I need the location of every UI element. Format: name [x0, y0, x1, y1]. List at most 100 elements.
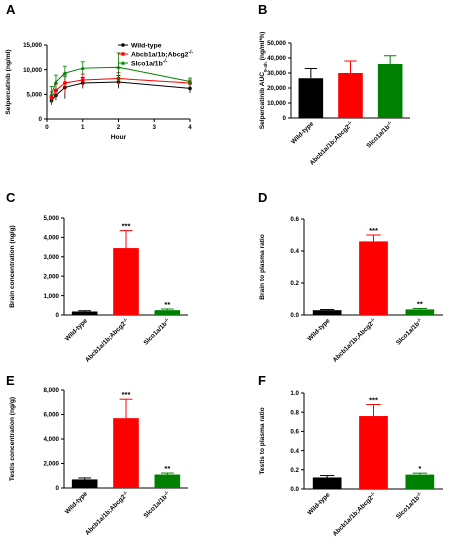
y-tick-label: 5,000 — [44, 215, 60, 222]
y-tick-label: 0.2 — [290, 280, 299, 287]
bar-2 — [113, 248, 139, 315]
y-tick-label: 50,000 — [267, 40, 286, 47]
x-axis-title: Hour — [111, 134, 127, 141]
x-tick-label: 2 — [117, 124, 121, 131]
bar-2 — [359, 416, 388, 489]
panel-B: B 0 10,000 20,000 30,000 40,000 50,000Selperca… — [258, 2, 410, 167]
data-point — [63, 81, 67, 85]
y-tick-label: 0.0 — [290, 486, 299, 493]
bar-3 — [154, 474, 181, 488]
data-point — [187, 79, 193, 84]
y-tick-label: 0.4 — [290, 448, 299, 455]
panel-D: D 0.0 0.2 0.4 0.6 Brain to plasma ratio Wild-t… — [258, 190, 443, 364]
y-tick-label: 2,000 — [44, 461, 60, 468]
y-tick-label: 0.0 — [290, 312, 299, 319]
category-label: Slco1a/1b-/- — [394, 490, 425, 521]
y-tick-label: 1,000 — [44, 293, 60, 300]
legend-entry: Wild-type — [131, 42, 162, 49]
significance-label: ** — [164, 464, 170, 473]
significance-label: *** — [122, 390, 131, 399]
bar-1 — [71, 479, 98, 488]
significance-label: ** — [417, 299, 423, 308]
series-line-0 — [51, 81, 191, 102]
category-label: Abcb1a/1b;Abcg2-/- — [331, 316, 379, 364]
panel-letter: C — [6, 190, 16, 205]
panel-F: F 0.0 0.2 0.4 0.6 0.8 1.0 Testis to plasma rati… — [258, 373, 443, 538]
y-tick-label: 20,000 — [267, 85, 286, 92]
x-tick-label: 4 — [188, 124, 192, 131]
y-tick-label: 0 — [39, 116, 43, 123]
y-tick-label: 4,000 — [44, 235, 60, 242]
legend-marker — [121, 43, 125, 47]
panel-E: E 0 2,000 4,000 6,000 8,000 Testis concentrati… — [6, 373, 188, 537]
y-tick-label: 0.6 — [290, 216, 299, 223]
y-tick-label: 0 — [56, 485, 60, 492]
x-tick-label: 3 — [153, 124, 157, 131]
y-tick-label: 5,000 — [27, 92, 43, 99]
data-point — [62, 70, 67, 75]
panel-letter: A — [6, 2, 16, 17]
x-tick-label: 0 — [45, 124, 49, 131]
panel-letter: D — [258, 190, 267, 205]
bar-2 — [338, 73, 363, 118]
data-point — [80, 65, 85, 70]
y-tick-label: 40,000 — [267, 55, 286, 62]
category-label: Abcb1a/1b;Abcg2-/- — [83, 489, 131, 537]
category-label: Abcb1a/1b;Abcg2-/- — [308, 119, 356, 167]
category-label: Slco1a/1b-/- — [141, 316, 172, 347]
legend-entry: Abcb1a/1b;Abcg2-/- — [131, 49, 193, 58]
bar-3 — [377, 64, 403, 118]
x-tick-label: 1 — [81, 124, 85, 131]
category-label: Slco1a/1b-/- — [394, 316, 425, 347]
y-axis-title: Testis concentration (ng/g) — [9, 397, 16, 481]
panel-letter: F — [258, 373, 266, 388]
y-tick-label: 1.0 — [290, 390, 299, 397]
significance-label: ** — [164, 300, 170, 309]
y-tick-label: 0 — [283, 115, 287, 122]
data-point — [81, 78, 85, 82]
y-axis-title: Selpercatinib AUC0-4h (ng/ml*h) — [259, 32, 269, 130]
data-point — [54, 88, 58, 93]
series-line-1 — [51, 78, 191, 99]
y-tick-label: 15,000 — [23, 42, 42, 49]
y-axis-title: Selpercatinib (ng/ml) — [5, 49, 12, 114]
category-label: Abcb1a/1b;Abcg2-/- — [83, 316, 131, 364]
significance-label: *** — [122, 222, 131, 231]
bar-1 — [71, 311, 98, 315]
category-label: Wild-type — [64, 490, 90, 516]
category-label: Wild-type — [306, 491, 332, 517]
bar-1 — [298, 78, 324, 118]
category-label: Abcb1a/1b;Abcg2-/- — [331, 490, 379, 538]
bar-1 — [312, 310, 342, 315]
legend-entry: Slco1a/1b-/- — [131, 58, 168, 67]
bar-3 — [405, 474, 435, 489]
significance-label: * — [418, 464, 421, 473]
series-line-2 — [50, 66, 191, 95]
data-point — [188, 86, 192, 91]
y-tick-label: 0.8 — [290, 409, 299, 416]
y-tick-label: 10,000 — [23, 67, 42, 74]
legend-marker — [121, 52, 125, 56]
y-tick-label: 30,000 — [267, 70, 286, 77]
y-tick-label: 0.2 — [290, 467, 299, 474]
category-label: Slco1a/1b-/- — [141, 489, 172, 520]
panel-C: C 0 1,000 2,000 3,000 4,000 5,000 Brain concent… — [6, 190, 188, 364]
legend-marker — [120, 60, 126, 65]
y-axis-title: Brain concentration (ng/g) — [9, 225, 16, 307]
bar-2 — [359, 241, 388, 315]
data-point — [116, 65, 121, 69]
bar-3 — [154, 310, 181, 315]
significance-label: *** — [369, 226, 378, 235]
y-tick-label: 3,000 — [44, 254, 60, 261]
data-point — [53, 79, 59, 84]
y-axis-title: Brain to plasma ratio — [259, 234, 266, 300]
y-tick-label: 6,000 — [44, 412, 60, 419]
bar-3 — [405, 309, 435, 315]
panel-letter: B — [258, 2, 267, 17]
y-tick-label: 0 — [56, 312, 60, 319]
y-tick-label: 2,000 — [44, 273, 60, 280]
y-tick-label: 4,000 — [44, 436, 60, 443]
bar-1 — [312, 477, 342, 489]
y-tick-label: 8,000 — [44, 387, 60, 394]
